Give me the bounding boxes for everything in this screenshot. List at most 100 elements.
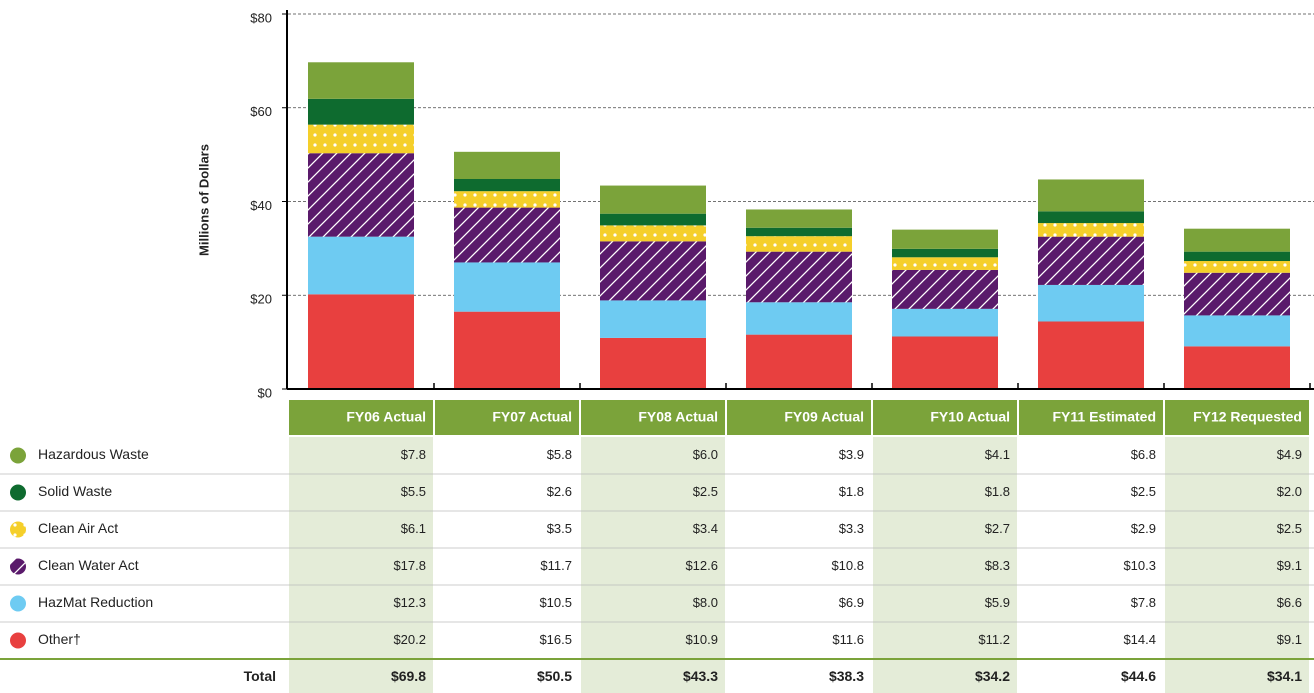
legend-label: Hazardous Waste [38, 446, 149, 462]
cell-value: $11.2 [978, 632, 1010, 647]
cell-value: $10.5 [539, 595, 572, 610]
column-header: FY09 Actual [784, 409, 864, 425]
bar-segment [454, 151, 560, 179]
bar-segment [1184, 346, 1290, 389]
bar-segment [600, 241, 706, 301]
cell-value: $16.5 [539, 632, 572, 647]
legend-marker [10, 484, 26, 501]
total-value: $44.6 [1121, 668, 1156, 684]
bar-segment [892, 229, 998, 249]
bar-segment [454, 179, 560, 192]
cell-value: $10.9 [685, 632, 718, 647]
header-cell [1019, 400, 1163, 435]
y-tick-label: $40 [250, 198, 272, 213]
total-value: $34.1 [1267, 668, 1302, 684]
y-tick-label: $20 [250, 292, 272, 307]
bar-segment [454, 262, 560, 312]
cell-value: $6.8 [1131, 447, 1156, 462]
bar-segment [892, 248, 998, 258]
cell-value: $3.4 [693, 521, 718, 536]
total-value: $34.2 [975, 668, 1010, 684]
bar-segment [1184, 272, 1290, 316]
bar-segment [1038, 223, 1144, 237]
column-shade [581, 437, 725, 693]
column-header: FY12 Requested [1193, 409, 1302, 425]
cell-value: $10.8 [831, 558, 864, 573]
cell-value: $4.9 [1277, 447, 1302, 462]
column-header: FY07 Actual [492, 409, 572, 425]
bar-segment [892, 257, 998, 270]
bar-segment [746, 334, 852, 389]
bar-segment [600, 185, 706, 214]
bar-segment [746, 236, 852, 252]
column-header: FY10 Actual [930, 409, 1010, 425]
cell-value: $8.0 [693, 595, 718, 610]
cell-value: $6.1 [401, 521, 426, 536]
column-shade [289, 437, 433, 693]
cell-value: $5.8 [547, 447, 572, 462]
bar-segment [308, 294, 414, 389]
cell-value: $2.5 [693, 484, 718, 499]
y-tick-label: $0 [258, 385, 272, 400]
cell-value: $12.6 [685, 558, 718, 573]
bar-segment [1038, 179, 1144, 212]
cell-value: $7.8 [401, 447, 426, 462]
cell-value: $9.1 [1277, 632, 1302, 647]
bar-segment [454, 311, 560, 389]
header-cell [581, 400, 725, 435]
cell-value: $8.3 [985, 558, 1010, 573]
bar-segment [1038, 211, 1144, 224]
bar-segment [746, 227, 852, 237]
cell-value: $7.8 [1131, 595, 1156, 610]
bar-segment [892, 308, 998, 337]
total-label: Total [244, 668, 276, 684]
cell-value: $10.3 [1123, 558, 1156, 573]
bar-segment [600, 213, 706, 226]
bar-segment [1038, 236, 1144, 285]
bar-segment [1184, 228, 1290, 252]
bar-segment [1038, 321, 1144, 389]
total-value: $38.3 [829, 668, 864, 684]
legend-marker [10, 521, 26, 538]
cell-value: $4.1 [985, 447, 1010, 462]
column-shade [873, 437, 1017, 693]
legend-label: HazMat Reduction [38, 594, 153, 610]
cell-value: $5.9 [985, 595, 1010, 610]
bar-segment [600, 337, 706, 389]
cell-value: $2.9 [1131, 521, 1156, 536]
cell-value: $6.0 [693, 447, 718, 462]
header-cell [727, 400, 871, 435]
bar-segment [308, 98, 414, 125]
bar-segment [454, 191, 560, 208]
y-tick-label: $60 [250, 104, 272, 119]
bar-segment [892, 269, 998, 309]
column-header: FY08 Actual [638, 409, 718, 425]
bar-segment [746, 209, 852, 228]
legend-label: Solid Waste [38, 483, 112, 499]
legend-label: Other† [38, 631, 81, 647]
cell-value: $2.5 [1277, 521, 1302, 536]
cell-value: $3.3 [839, 521, 864, 536]
bar-segment [600, 225, 706, 242]
bar-segment [308, 62, 414, 99]
header-cell [289, 400, 433, 435]
cell-value: $1.8 [985, 484, 1010, 499]
cell-value: $1.8 [839, 484, 864, 499]
legend-label: Clean Water Act [38, 557, 139, 573]
cell-value: $20.2 [393, 632, 426, 647]
cell-value: $11.6 [832, 632, 864, 647]
bar-segment [1184, 251, 1290, 262]
cell-value: $2.5 [1131, 484, 1156, 499]
cell-value: $5.5 [401, 484, 426, 499]
cell-value: $2.0 [1277, 484, 1302, 499]
bar-segment [308, 153, 414, 237]
cell-value: $14.4 [1123, 632, 1156, 647]
cell-value: $11.7 [540, 558, 572, 573]
bar-segment [1038, 284, 1144, 322]
bar-segment [1184, 315, 1290, 347]
legend-marker [10, 447, 26, 464]
header-cell [435, 400, 579, 435]
legend-label: Clean Air Act [38, 520, 118, 536]
y-tick-label: $80 [250, 10, 272, 25]
